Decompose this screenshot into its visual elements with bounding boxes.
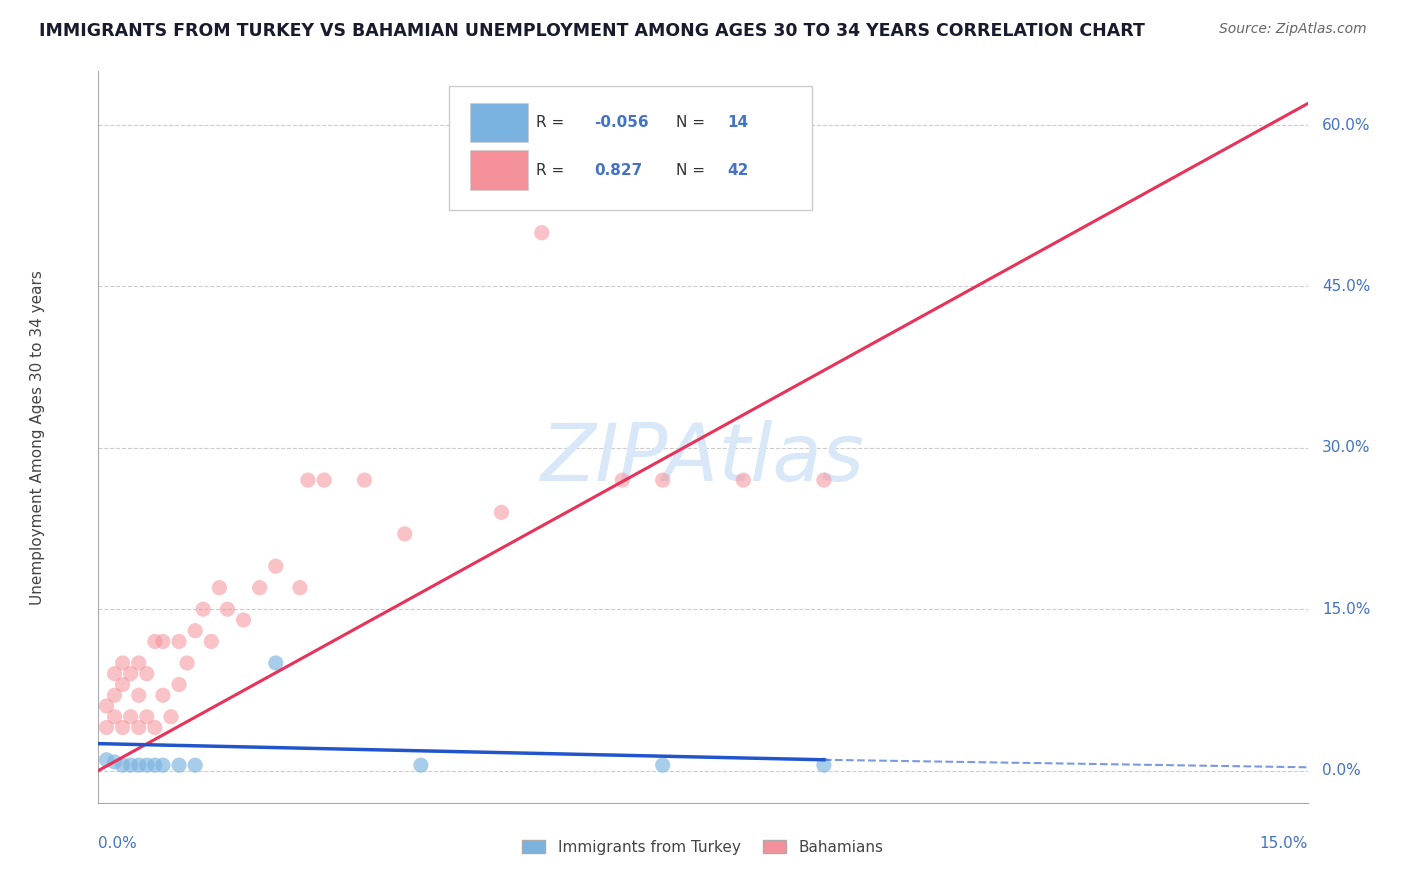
Point (135, 710, 157, 724)
Point (813, 758, 835, 772)
FancyBboxPatch shape (470, 151, 527, 190)
Text: 0.0%: 0.0% (98, 836, 138, 851)
FancyBboxPatch shape (470, 103, 527, 143)
Point (103, 666, 125, 681)
Point (135, 758, 157, 772)
Point (394, 527, 416, 541)
Point (160, 710, 183, 724)
Point (813, 473, 835, 487)
Point (167, 758, 190, 772)
Point (128, 758, 150, 772)
Point (143, 721, 166, 735)
Point (111, 656, 134, 670)
Point (232, 613, 254, 627)
Text: N =: N = (676, 162, 710, 178)
Point (184, 624, 207, 638)
Point (120, 758, 142, 772)
Point (128, 656, 150, 670)
Text: 45.0%: 45.0% (1322, 279, 1371, 294)
Text: R =: R = (536, 115, 569, 130)
Point (176, 656, 198, 670)
Legend: Immigrants from Turkey, Bahamians: Immigrants from Turkey, Bahamians (516, 834, 890, 861)
Point (651, 473, 673, 487)
Point (143, 758, 166, 772)
Point (409, 758, 432, 772)
Text: 15.0%: 15.0% (1322, 602, 1371, 616)
Point (208, 581, 231, 595)
Point (120, 710, 142, 724)
Text: 42: 42 (727, 162, 748, 178)
Text: 30.0%: 30.0% (1322, 441, 1371, 455)
Point (353, 473, 375, 487)
Point (167, 677, 190, 691)
Point (103, 688, 125, 702)
Text: IMMIGRANTS FROM TURKEY VS BAHAMIAN UNEMPLOYMENT AMONG AGES 30 TO 34 YEARS CORREL: IMMIGRANTS FROM TURKEY VS BAHAMIAN UNEMP… (39, 22, 1146, 40)
Point (103, 755, 125, 769)
Point (103, 710, 125, 724)
Point (96, 721, 118, 735)
Point (111, 758, 134, 772)
Point (128, 688, 150, 702)
Point (143, 634, 166, 648)
Point (111, 721, 134, 735)
Point (184, 758, 207, 772)
Point (167, 634, 190, 648)
FancyBboxPatch shape (449, 86, 811, 211)
Point (128, 721, 150, 735)
Point (152, 688, 174, 702)
Text: 0.827: 0.827 (595, 162, 643, 178)
Point (314, 473, 336, 487)
Text: 15.0%: 15.0% (1260, 836, 1308, 851)
Point (135, 666, 157, 681)
Text: N =: N = (676, 115, 710, 130)
Text: R =: R = (536, 162, 569, 178)
Point (733, 473, 755, 487)
Point (96, 698, 118, 713)
Text: 0.0%: 0.0% (1322, 763, 1361, 778)
Point (491, 505, 513, 519)
Text: Unemployment Among Ages 30 to 34 years: Unemployment Among Ages 30 to 34 years (31, 269, 45, 605)
Point (193, 602, 215, 616)
Point (288, 581, 311, 595)
Point (200, 634, 222, 648)
Point (297, 473, 319, 487)
Point (651, 758, 673, 772)
Text: ZIPAtlas: ZIPAtlas (541, 420, 865, 498)
Point (96, 753, 118, 767)
Text: 60.0%: 60.0% (1322, 118, 1371, 133)
Point (120, 666, 142, 681)
Text: -0.056: -0.056 (595, 115, 648, 130)
Point (264, 656, 287, 670)
Point (217, 602, 239, 616)
Point (152, 758, 174, 772)
Text: Source: ZipAtlas.com: Source: ZipAtlas.com (1219, 22, 1367, 37)
Point (530, 226, 553, 240)
Point (249, 581, 271, 595)
Point (111, 677, 134, 691)
Point (264, 559, 287, 574)
Text: 14: 14 (727, 115, 748, 130)
Point (152, 634, 174, 648)
Point (612, 473, 634, 487)
